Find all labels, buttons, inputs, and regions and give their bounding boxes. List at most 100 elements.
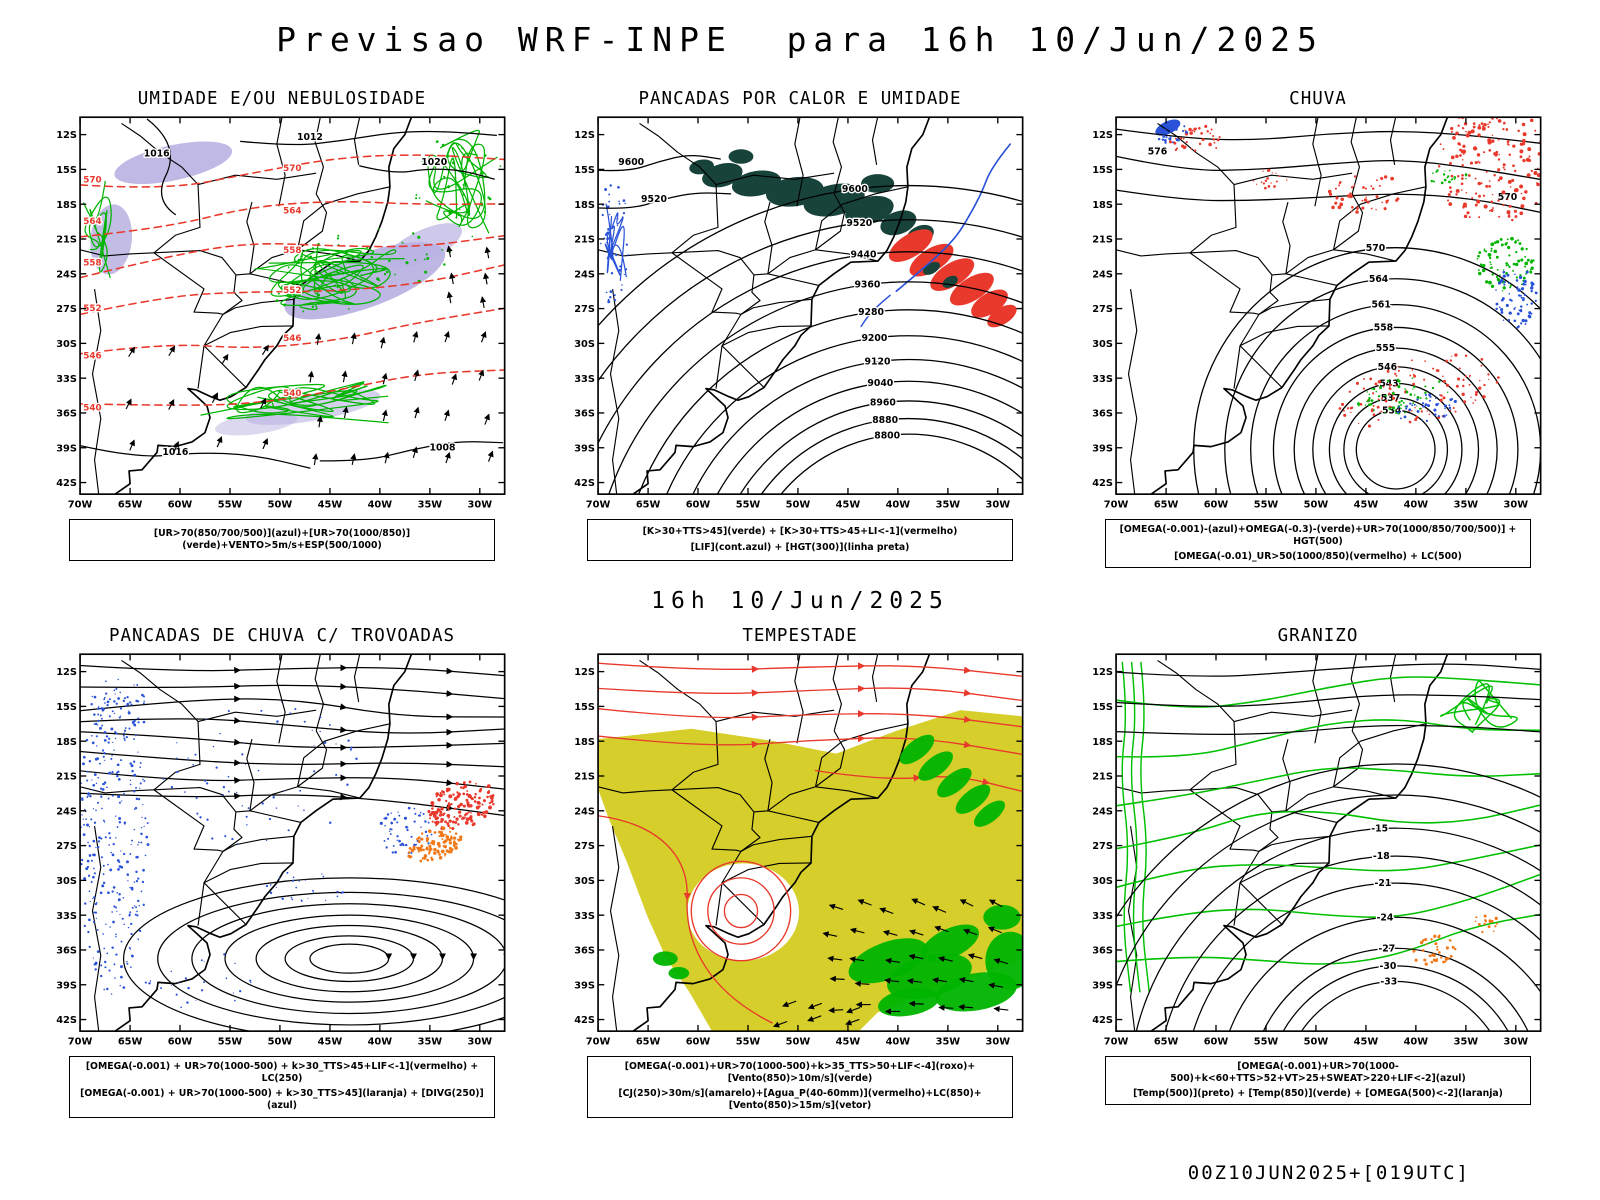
caption-line: [LIF](cont.azul) + [HGT(300)](linha pret… <box>690 541 910 553</box>
svg-text:35W: 35W <box>936 500 961 511</box>
panel-title-tempestade: TEMPESTADE <box>742 626 858 647</box>
svg-text:24S: 24S <box>1092 269 1113 280</box>
svg-text:570: 570 <box>283 164 301 174</box>
caption-line: [K>30+TTS>45](verde) + [K>30+TTS>45+LI<-… <box>642 526 958 538</box>
svg-text:15S: 15S <box>1092 702 1113 713</box>
svg-text:39S: 39S <box>574 981 595 992</box>
svg-text:50W: 50W <box>786 1037 811 1048</box>
svg-text:36S: 36S <box>574 409 595 420</box>
svg-text:15S: 15S <box>56 702 77 713</box>
panel-trovoadas: PANCADAS DE CHUVA C/ TROVOADAS 70W 65W 60W… <box>36 626 528 1118</box>
svg-text:55W: 55W <box>218 500 243 511</box>
panel-tempestade: TEMPESTADE 70W 65W 60W 55W 50W 45W 40W 35W 30W 12… <box>554 626 1046 1118</box>
svg-text:42S: 42S <box>1092 478 1113 489</box>
svg-text:60W: 60W <box>1204 1037 1229 1048</box>
svg-text:12S: 12S <box>574 130 595 141</box>
caption-chuva: [OMEGA(-0.001)-(azul)+OMEGA(-0.3)-(verde… <box>1105 519 1531 569</box>
svg-text:50W: 50W <box>268 500 293 511</box>
map-pancadas-calor: 9600 9520 9440 9360 9280 9200 9120 9040 8960 8880… <box>567 113 1033 517</box>
svg-text:70W: 70W <box>68 1037 93 1048</box>
svg-text:50W: 50W <box>786 500 811 511</box>
svg-text:564: 564 <box>1369 274 1389 285</box>
svg-text:558: 558 <box>283 246 301 256</box>
map-tempestade: 70W 65W 60W 55W 50W 45W 40W 35W 30W 12S 15S 18S 21S 2… <box>567 650 1033 1055</box>
panel-chuva: CHUVA 576 570 570 564 561 558 555 546 543 537 534 7… <box>1072 89 1564 569</box>
svg-text:30W: 30W <box>1504 1037 1529 1048</box>
svg-text:55W: 55W <box>1254 500 1279 511</box>
svg-text:18S: 18S <box>574 200 595 211</box>
svg-text:24S: 24S <box>56 807 77 818</box>
svg-text:9200: 9200 <box>861 333 887 344</box>
svg-text:40W: 40W <box>368 500 393 511</box>
svg-text:45W: 45W <box>1354 1037 1379 1048</box>
caption-line: [OMEGA(-0.01)_UR>50(1000/850)(vermelho) … <box>1174 551 1462 563</box>
svg-text:36S: 36S <box>56 946 77 957</box>
svg-text:30W: 30W <box>986 500 1011 511</box>
svg-text:55W: 55W <box>1254 1037 1279 1048</box>
svg-text:570: 570 <box>1498 192 1518 203</box>
svg-text:39S: 39S <box>1092 443 1113 454</box>
svg-text:30W: 30W <box>1504 500 1529 511</box>
svg-text:18S: 18S <box>574 737 595 748</box>
caption-line: [OMEGA(-0.001) + UR>70(1000-500) + k>30_… <box>80 1088 484 1112</box>
svg-text:27S: 27S <box>574 304 595 315</box>
svg-text:21S: 21S <box>1092 772 1113 783</box>
svg-text:60W: 60W <box>1204 500 1229 511</box>
page-title: Previsao WRF-INPE para 16h 10/Jun/2025 <box>276 20 1324 59</box>
panels-row-bottom: PANCADAS DE CHUVA C/ TROVOADAS 70W 65W 60W… <box>0 626 1600 1118</box>
svg-text:24S: 24S <box>1092 807 1113 818</box>
svg-text:55W: 55W <box>736 1037 761 1048</box>
svg-text:12S: 12S <box>56 130 77 141</box>
svg-text:9360: 9360 <box>854 280 880 291</box>
svg-text:1016: 1016 <box>162 447 188 458</box>
svg-text:45W: 45W <box>836 500 861 511</box>
svg-text:546: 546 <box>83 351 101 361</box>
svg-text:540: 540 <box>83 403 101 413</box>
panel-granizo: GRANIZO -15 -18 -21 -24 -27 -30 -33 70W 65W 60W 55… <box>1072 626 1564 1117</box>
svg-text:36S: 36S <box>1092 946 1113 957</box>
svg-text:9040: 9040 <box>867 378 893 389</box>
svg-text:27S: 27S <box>1092 841 1113 852</box>
svg-text:42S: 42S <box>1092 1015 1113 1026</box>
svg-text:45W: 45W <box>836 1037 861 1048</box>
svg-text:558: 558 <box>83 258 101 268</box>
svg-text:564: 564 <box>83 217 101 227</box>
svg-text:-33: -33 <box>1380 977 1397 988</box>
svg-text:30W: 30W <box>468 500 493 511</box>
svg-text:33S: 33S <box>1092 911 1113 922</box>
svg-text:546: 546 <box>1378 362 1397 373</box>
svg-text:24S: 24S <box>56 269 77 280</box>
svg-text:39S: 39S <box>56 443 77 454</box>
svg-text:21S: 21S <box>574 772 595 783</box>
panel-title-pancadas-calor: PANCADAS POR CALOR E UMIDADE <box>638 89 962 109</box>
svg-text:9440: 9440 <box>851 250 877 261</box>
svg-text:39S: 39S <box>56 981 77 992</box>
panel-title-trovoadas: PANCADAS DE CHUVA C/ TROVOADAS <box>108 626 456 647</box>
svg-text:564: 564 <box>283 207 301 217</box>
svg-text:60W: 60W <box>168 500 193 511</box>
svg-text:70W: 70W <box>1104 1037 1129 1048</box>
panel-title-umidade: UMIDADE E/OU NEBULOSIDADE <box>137 89 427 109</box>
svg-text:21S: 21S <box>56 235 77 246</box>
svg-text:558: 558 <box>1374 323 1393 334</box>
svg-text:36S: 36S <box>1092 409 1113 420</box>
svg-text:30W: 30W <box>468 1037 493 1048</box>
svg-text:39S: 39S <box>1092 981 1113 992</box>
svg-text:45W: 45W <box>318 500 343 511</box>
svg-text:1020: 1020 <box>421 157 447 168</box>
caption-tempestade: [OMEGA(-0.001)+UR>70(1000-500)+k>35_TTS>… <box>587 1056 1013 1118</box>
svg-text:537: 537 <box>1381 393 1400 404</box>
caption-line: [OMEGA(-0.001) + UR>70(1000-500) + k>30_… <box>85 1061 479 1085</box>
caption-line: [Temp(500)](preto) + [Temp(850)](verde) … <box>1133 1088 1503 1100</box>
svg-text:8800: 8800 <box>874 431 900 442</box>
svg-text:18S: 18S <box>1092 737 1113 748</box>
svg-text:40W: 40W <box>1404 1037 1429 1048</box>
svg-text:36S: 36S <box>56 409 77 420</box>
svg-text:9600: 9600 <box>618 157 644 168</box>
svg-text:42S: 42S <box>574 1015 595 1026</box>
svg-text:9520: 9520 <box>846 218 872 229</box>
svg-text:12S: 12S <box>1092 667 1113 678</box>
model-run-label: 00Z10JUN2025+[019UTC] <box>1187 1162 1470 1184</box>
caption-line: [OMEGA(-0.001)+UR>70(1000-500)+k>35_TTS>… <box>624 1061 976 1085</box>
panel-title-granizo: GRANIZO <box>1277 626 1359 647</box>
